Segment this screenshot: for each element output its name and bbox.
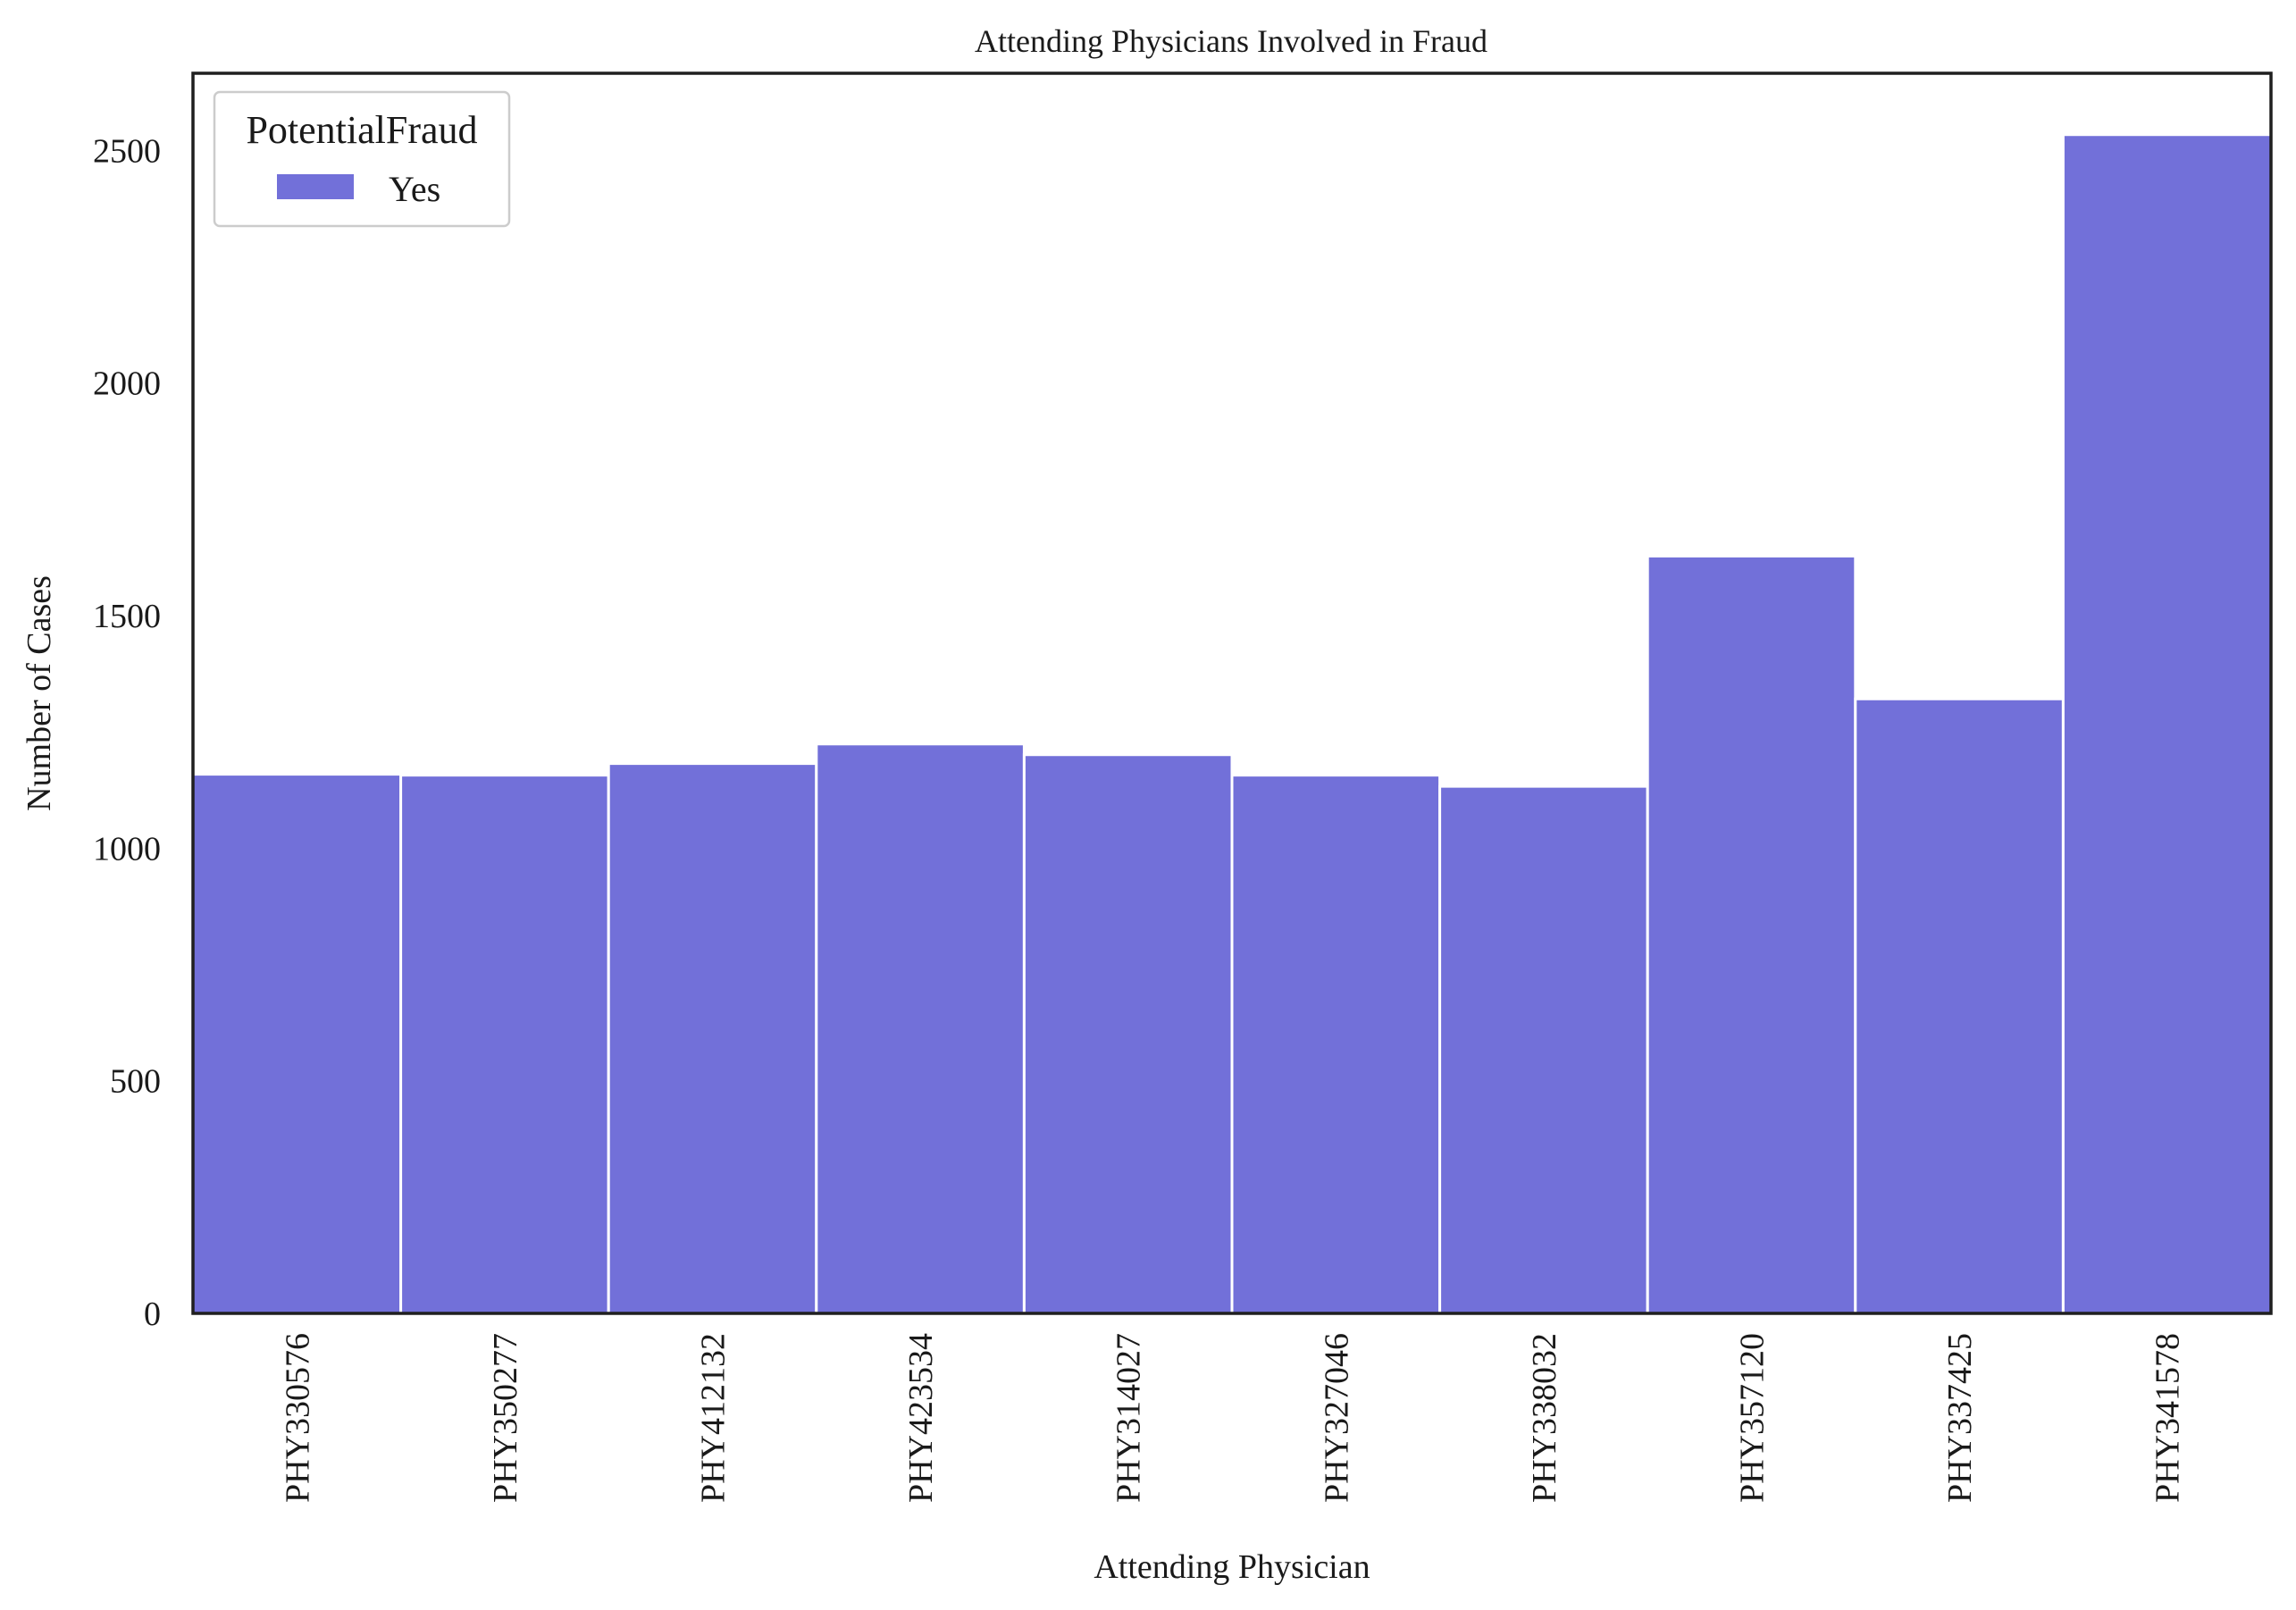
bar-PHY330576 (191, 773, 403, 1315)
x-tick-label: PHY350277 (487, 1333, 524, 1503)
bar-PHY412132 (607, 762, 818, 1315)
bar-PHY341578 (2061, 133, 2273, 1315)
legend: PotentialFraud Yes (213, 90, 511, 228)
y-axis-ticks: 0 500 1000 1500 2000 2500 (93, 132, 161, 1333)
x-tick-label: PHY330576 (279, 1333, 316, 1503)
x-tick-label: PHY423534 (902, 1333, 940, 1503)
y-tick-label: 500 (110, 1063, 161, 1101)
bar-PHY338032 (1438, 784, 1649, 1315)
x-tick-label: PHY412132 (695, 1333, 733, 1503)
bar-PHY337425 (1854, 697, 2065, 1315)
x-tick-label: PHY314027 (1110, 1333, 1148, 1503)
y-tick-label: 2500 (93, 132, 161, 170)
x-axis-label: Attending Physician (1094, 1548, 1370, 1586)
legend-label-yes: Yes (389, 169, 440, 209)
legend-swatch-yes (277, 174, 354, 199)
x-axis-ticks: PHY330576 PHY350277 PHY412132 PHY423534 PHY3… (279, 1333, 2186, 1503)
y-axis-label: Number of Cases (21, 575, 58, 811)
bar-PHY314027 (1022, 753, 1234, 1315)
bar-PHY423534 (815, 742, 1026, 1315)
bars-group (191, 133, 2273, 1315)
x-tick-label: PHY338032 (1526, 1333, 1563, 1503)
legend-title: PotentialFraud (246, 108, 477, 152)
bar-PHY350277 (399, 774, 610, 1315)
y-tick-label: 2000 (93, 365, 161, 403)
y-tick-label: 1500 (93, 598, 161, 635)
y-tick-label: 0 (144, 1296, 161, 1333)
chart-title: Attending Physicians Involved in Fraud (975, 23, 1487, 59)
x-tick-label: PHY327046 (1318, 1333, 1355, 1503)
x-tick-label: PHY337425 (1941, 1333, 1979, 1503)
x-tick-label: PHY341578 (2149, 1333, 2187, 1503)
y-tick-label: 1000 (93, 830, 161, 868)
x-tick-label: PHY357120 (1734, 1333, 1772, 1503)
bar-PHY357120 (1646, 554, 1857, 1315)
bar-PHY327046 (1230, 774, 1442, 1315)
plot-frame (191, 71, 2273, 1315)
